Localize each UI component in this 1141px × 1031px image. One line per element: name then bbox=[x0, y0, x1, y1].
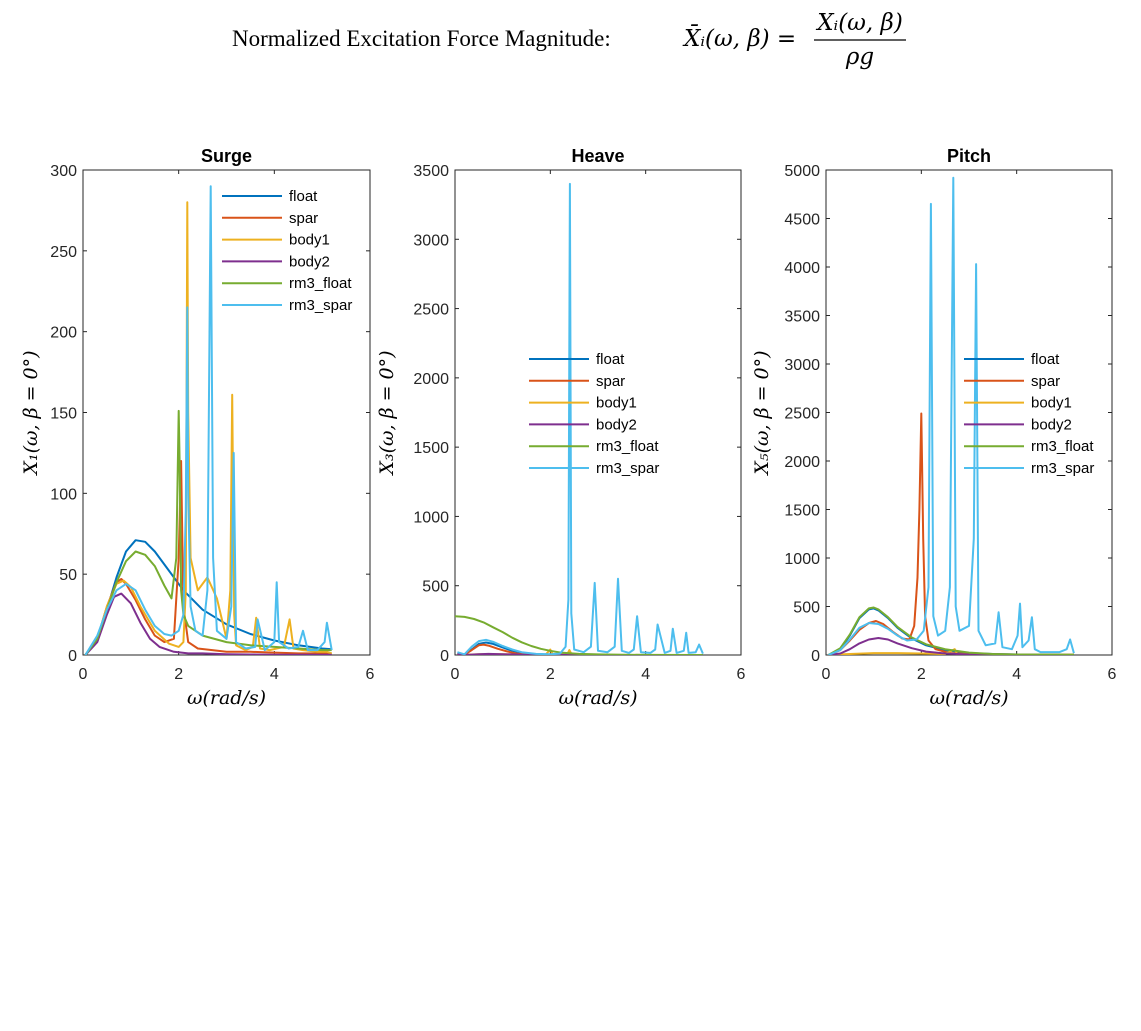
pitch-plot-area bbox=[825, 169, 1113, 656]
pitch-x-tick-label: 0 bbox=[822, 666, 831, 683]
heave-y-tick-label: 1500 bbox=[413, 440, 449, 457]
heave-legend-label-rm3-float: rm3_float bbox=[596, 438, 659, 455]
heave-series-rm3-float-line bbox=[455, 615, 703, 655]
figure-suptitle: Normalized Excitation Force Magnitude: X… bbox=[232, 10, 906, 70]
surge-series-body2-line bbox=[84, 592, 332, 655]
pitch-y-tick-label: 2500 bbox=[784, 406, 820, 423]
surge-y-axis-label: X₁(ω, β = 0°) bbox=[20, 350, 42, 476]
pitch-x-tick-label: 2 bbox=[917, 666, 926, 683]
suptitle-formula-denominator: ρg bbox=[845, 44, 874, 70]
surge-series-rm3-spar-line bbox=[84, 185, 333, 655]
surge-y-tick-label: 0 bbox=[68, 648, 77, 665]
pitch-title: Pitch bbox=[947, 146, 991, 166]
surge-legend-label-float: float bbox=[289, 188, 318, 205]
surge-y-tick-label: 300 bbox=[50, 163, 77, 180]
heave-y-tick-label: 3000 bbox=[413, 232, 449, 249]
heave-legend-label-rm3-spar: rm3_spar bbox=[596, 460, 659, 477]
surge-legend-label-body1: body1 bbox=[289, 232, 330, 249]
surge-legend-label-rm3-float: rm3_float bbox=[289, 275, 352, 292]
heave-y-tick-label: 3500 bbox=[413, 163, 449, 180]
pitch-series-rm3-float-line bbox=[827, 606, 1074, 655]
heave-legend-label-spar: spar bbox=[596, 373, 625, 390]
heave-y-tick-label: 0 bbox=[440, 648, 449, 665]
surge-axes: Surge 0 2 4 6 0 50 100 150 200 250 300 ω(rad/s) X₁(ω,… bbox=[20, 146, 375, 709]
heave-legend-label-body2: body2 bbox=[596, 416, 637, 433]
heave-y-tick-label: 500 bbox=[422, 579, 449, 596]
surge-y-tick-label: 100 bbox=[50, 486, 77, 503]
surge-y-tick-label: 200 bbox=[50, 325, 77, 342]
surge-series-rm3-float-line bbox=[84, 409, 332, 655]
pitch-axes: Pitch 0 2 4 6 0 500 1000 1500 2000 2500 3000 3500 400… bbox=[751, 146, 1117, 709]
pitch-legend-label-spar: spar bbox=[1031, 373, 1060, 390]
surge-legend-label-body2: body2 bbox=[289, 253, 330, 270]
pitch-y-axis-label: X₅(ω, β = 0°) bbox=[751, 350, 773, 476]
pitch-y-tick-label: 1000 bbox=[784, 551, 820, 568]
heave-plot-area bbox=[454, 169, 742, 656]
heave-y-tick-label: 1000 bbox=[413, 509, 449, 526]
pitch-x-tick-label: 4 bbox=[1012, 666, 1021, 683]
heave-legend-label-body1: body1 bbox=[596, 395, 637, 412]
pitch-x-axis-label: ω(rad/s) bbox=[929, 687, 1008, 709]
pitch-y-tick-label: 2000 bbox=[784, 454, 820, 471]
heave-x-tick-label: 6 bbox=[737, 666, 746, 683]
surge-series-spar-line bbox=[84, 460, 332, 655]
pitch-series-lines bbox=[827, 176, 1075, 655]
pitch-legend-label-body2: body2 bbox=[1031, 416, 1072, 433]
surge-legend-label-rm3-spar: rm3_spar bbox=[289, 297, 352, 314]
pitch-y-tick-label: 500 bbox=[793, 600, 820, 617]
heave-axes: Heave 0 2 4 6 0 500 1000 1500 2000 2500 3000 3500 ω(r… bbox=[376, 146, 746, 709]
pitch-legend-label-float: float bbox=[1031, 351, 1060, 368]
pitch-x-tick-label: 6 bbox=[1108, 666, 1117, 683]
pitch-y-tick-label: 1500 bbox=[784, 503, 820, 520]
pitch-y-tick-label: 5000 bbox=[784, 163, 820, 180]
heave-series-lines bbox=[455, 182, 704, 655]
heave-series-rm3-spar-line bbox=[457, 182, 704, 655]
surge-x-tick-label: 4 bbox=[270, 666, 279, 683]
pitch-y-tick-label: 4000 bbox=[784, 260, 820, 277]
surge-y-tick-label: 250 bbox=[50, 244, 77, 261]
surge-x-tick-label: 0 bbox=[79, 666, 88, 683]
pitch-legend-label-rm3-float: rm3_float bbox=[1031, 438, 1094, 455]
pitch-legend: float spar body1 body2 rm3_float rm3_spar bbox=[964, 351, 1094, 477]
pitch-legend-label-rm3-spar: rm3_spar bbox=[1031, 460, 1094, 477]
heave-legend: float spar body1 body2 rm3_float rm3_spar bbox=[529, 351, 659, 477]
pitch-y-tick-label: 0 bbox=[811, 648, 820, 665]
surge-x-axis-label: ω(rad/s) bbox=[187, 687, 266, 709]
heave-x-axis-label: ω(rad/s) bbox=[558, 687, 637, 709]
suptitle-text: Normalized Excitation Force Magnitude: bbox=[232, 26, 611, 51]
heave-y-tick-label: 2000 bbox=[413, 371, 449, 388]
suptitle-formula-numerator: Xᵢ(ω, β) bbox=[815, 10, 903, 36]
surge-title: Surge bbox=[201, 146, 252, 166]
surge-y-tick-label: 50 bbox=[59, 567, 77, 584]
surge-legend: float spar body1 body2 rm3_float rm3_spar bbox=[222, 188, 352, 314]
heave-title: Heave bbox=[571, 146, 624, 166]
pitch-series-rm3-spar-line bbox=[828, 176, 1075, 655]
heave-y-axis-label: X₃(ω, β = 0°) bbox=[376, 350, 398, 476]
surge-y-tick-label: 150 bbox=[50, 406, 77, 423]
pitch-y-tick-label: 3000 bbox=[784, 357, 820, 374]
surge-series-lines bbox=[84, 185, 333, 655]
surge-x-tick-label: 6 bbox=[366, 666, 375, 683]
suptitle-formula-lhs: X̄ᵢ(ω, β) = bbox=[682, 25, 796, 52]
heave-x-tick-label: 2 bbox=[546, 666, 555, 683]
heave-x-tick-label: 4 bbox=[641, 666, 650, 683]
pitch-y-tick-label: 3500 bbox=[784, 309, 820, 326]
surge-series-body1-line bbox=[84, 201, 333, 655]
surge-legend-label-spar: spar bbox=[289, 210, 318, 227]
pitch-y-tick-label: 4500 bbox=[784, 212, 820, 229]
surge-x-tick-label: 2 bbox=[174, 666, 183, 683]
pitch-legend-label-body1: body1 bbox=[1031, 395, 1072, 412]
pitch-series-body2-line bbox=[828, 637, 1074, 655]
heave-legend-label-float: float bbox=[596, 351, 625, 368]
heave-y-tick-label: 2500 bbox=[413, 302, 449, 319]
heave-x-tick-label: 0 bbox=[451, 666, 460, 683]
